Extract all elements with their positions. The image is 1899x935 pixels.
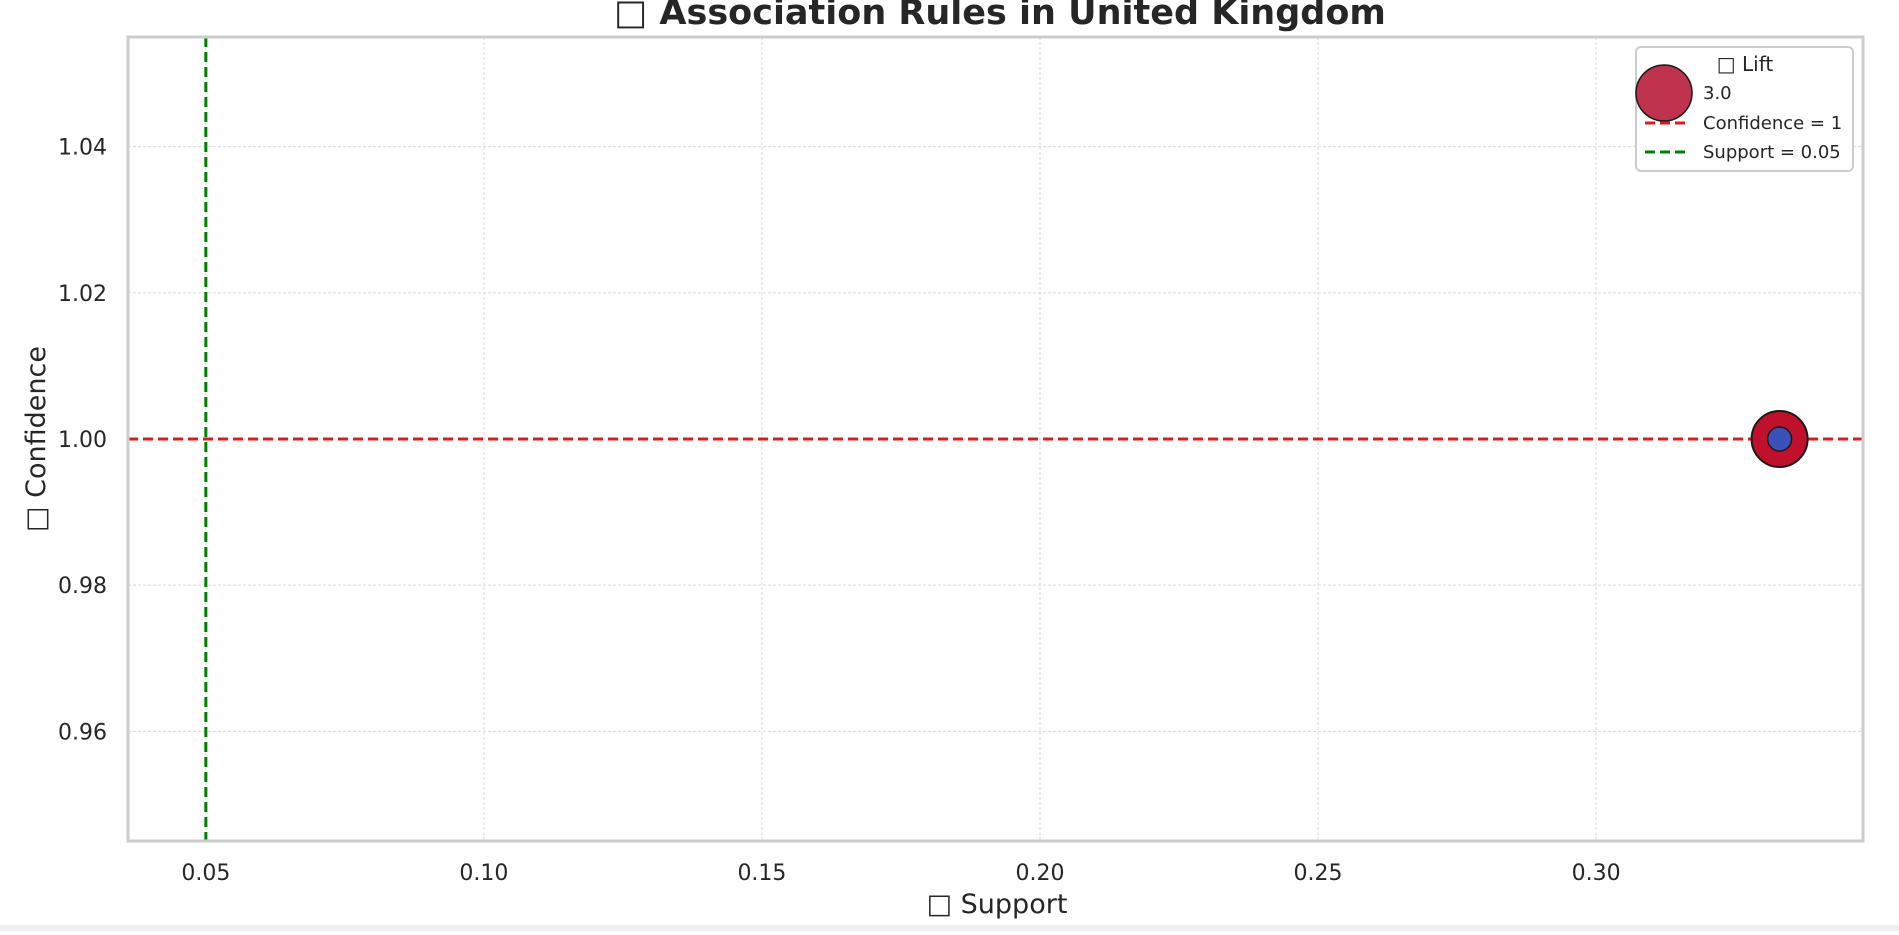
legend: □ Lift 3.0 Confidence = 1 Support = 0.05 [1635,46,1854,172]
legend-title: □ Lift [1717,52,1774,76]
legend-confidence-label: Confidence = 1 [1703,113,1842,134]
x-tick-labels: 0.05 0.10 0.15 0.20 0.25 0.30 [181,861,1620,886]
reference-lines-layer [128,37,1863,841]
x-tick-label: 0.25 [1294,861,1343,886]
x-tick-label: 0.20 [1015,861,1064,886]
y-tick-label: 1.00 [58,428,107,453]
y-tick-labels: 0.96 0.98 1.00 1.02 1.04 [58,136,107,746]
x-tick-label: 0.10 [459,861,508,886]
x-tick-label: 0.05 [181,861,230,886]
x-tick-label: 0.15 [737,861,786,886]
legend-size-label: 3.0 [1703,83,1732,104]
bottom-strip [0,925,1899,931]
legend-box [1635,46,1854,172]
y-tick-label: 0.98 [58,574,107,599]
plot-frame [126,35,1865,843]
legend-support-label: Support = 0.05 [1703,142,1841,163]
y-axis-label: □ Confidence [21,346,52,532]
x-axis-label: □ Support [927,889,1068,920]
rule-point-inner-marker [1766,426,1793,452]
x-tick-label: 0.30 [1572,861,1621,886]
y-tick-label: 0.96 [58,720,107,745]
chart-title: □ Association Rules in United Kingdom [614,0,1386,33]
y-tick-label: 1.04 [58,136,107,161]
points-layer [1750,410,1809,468]
grid-layer [128,37,1863,841]
y-tick-label: 1.02 [58,282,107,307]
legend-size-marker [1635,64,1693,122]
